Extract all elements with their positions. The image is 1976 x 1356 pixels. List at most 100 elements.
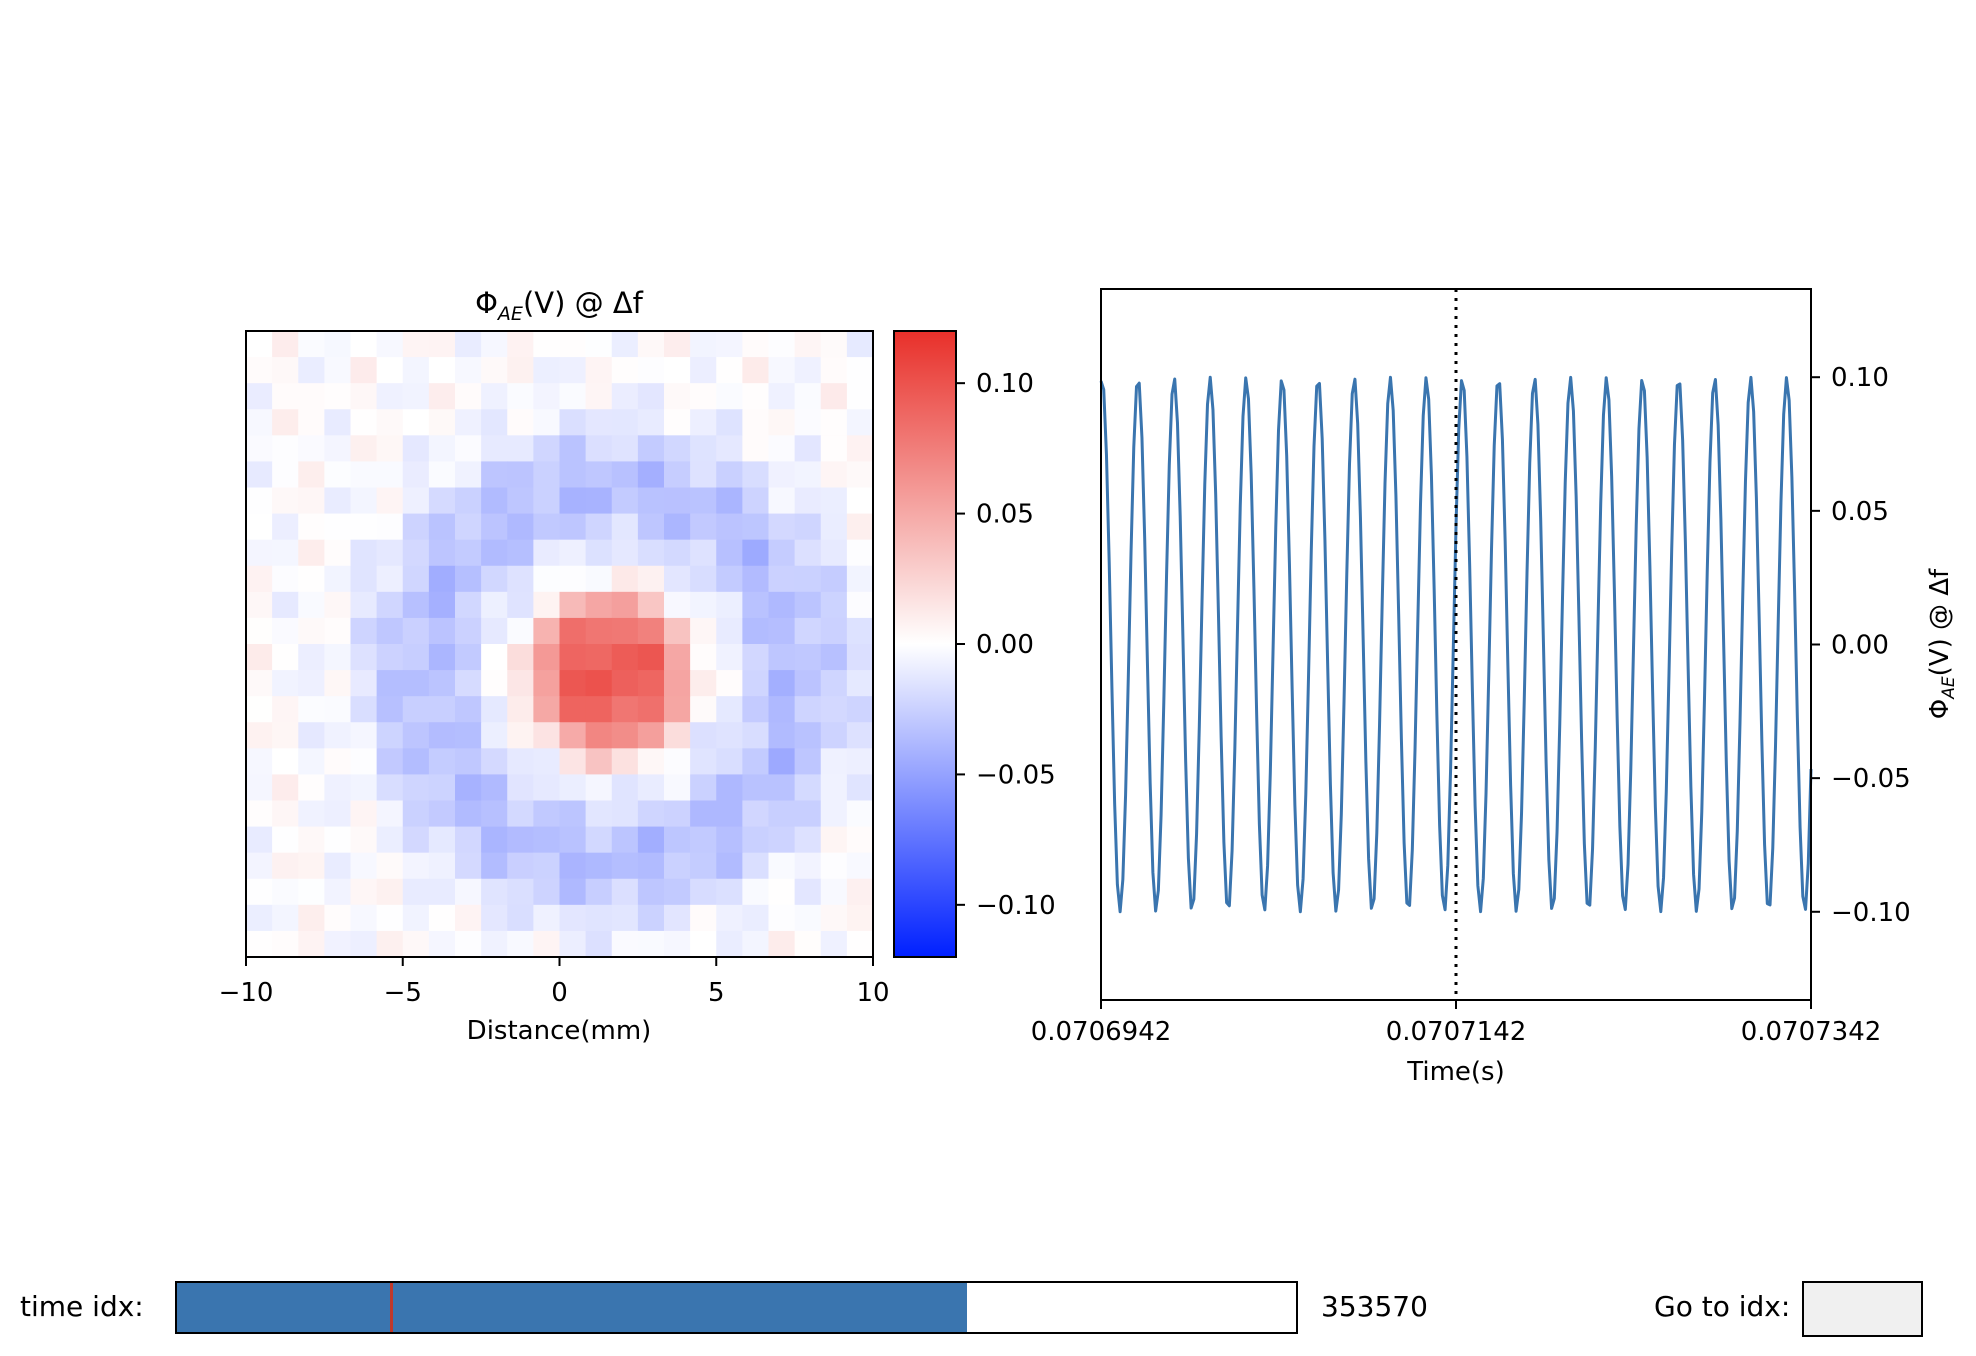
heatmap-cell [768,904,796,932]
heatmap-cell [402,878,430,906]
heatmap-cell [559,748,587,776]
heatmap-cell [324,617,352,645]
heatmap-cell [428,383,456,410]
heatmap-cell [637,435,665,463]
heatmap-cell [402,565,430,593]
heatmap-cell [507,644,534,671]
heatmap-cell [690,904,717,932]
heatmap-cell [376,617,404,645]
heatmap-cell [716,383,743,410]
heatmap-cell [455,357,482,384]
heatmap-cell [324,409,352,436]
heatmap-cell [742,904,770,932]
heatmap-cell [690,696,717,723]
heatmap-cell [742,852,770,880]
heatmap-x-tick-label: 10 [856,978,889,1008]
heatmap-cell [455,409,482,436]
heatmap-x-axis: −10 −5 0 5 10 [219,957,890,1008]
heatmap-cell [455,670,482,697]
heatmap-cell [690,800,717,828]
heatmap-cell [455,435,482,463]
heatmap-cell [664,722,691,749]
heatmap-cell [428,904,456,932]
heatmap-cell [350,826,378,854]
heatmap-cell [559,644,587,671]
series-line [1099,375,1813,914]
heatmap-cell [690,513,717,541]
heatmap-cell [794,696,822,723]
heatmap-cell [611,748,639,776]
heatmap-cell [324,591,352,619]
heatmap-cell [533,409,561,436]
heatmap-cell [298,487,325,515]
heatmap-cell [324,539,352,567]
heatmap-cell [428,461,456,489]
heatmap-cell [272,539,299,567]
heatmap-cell [246,357,273,384]
heatmap-cell [664,852,691,880]
heatmap-cell [559,670,587,697]
heatmap-cell [716,409,743,436]
heatmap-cell [637,331,665,358]
heatmap-cell [272,409,299,436]
heatmap-cell [533,696,561,723]
heatmap-cell [481,539,508,567]
heatmap-x-label: Distance(mm) [467,1016,652,1046]
line-y-tick-label: 0.05 [1831,497,1889,527]
heatmap-cell [455,774,482,802]
heatmap-cell [846,591,874,619]
heatmap-cell [794,357,822,384]
heatmap-cell [690,748,717,776]
heatmap-cell [455,904,482,932]
heatmap-cell [846,565,874,593]
heatmap-cell [481,670,508,697]
heatmap-cell [637,904,665,932]
heatmap-cell [481,409,508,436]
heatmap-cell [298,513,325,541]
heatmap-cell [637,461,665,489]
heatmap-cell [637,539,665,567]
time-idx-slider[interactable] [175,1281,1298,1334]
heatmap-cell [794,930,822,958]
goto-idx-label: Go to idx: [1654,1290,1791,1323]
heatmap-cell [742,331,770,358]
heatmap-cell [585,539,613,567]
heatmap-cell [455,487,482,515]
heatmap-cell [742,800,770,828]
heatmap-cell [324,487,352,515]
heatmap-cell [664,696,691,723]
heatmap-cell [272,904,299,932]
heatmap-cell [246,748,273,776]
heatmap-cell [690,357,717,384]
heatmap-cell [690,539,717,567]
heatmap-cell [350,617,378,645]
heatmap-cell [324,670,352,697]
heatmap-cell [820,331,848,358]
heatmap-cell [664,826,691,854]
heatmap-cell [768,383,796,410]
goto-idx-input[interactable] [1802,1281,1923,1337]
heatmap-cell [481,852,508,880]
colorbar: 0.10 0.05 0.00 −0.05 −0.10 [893,330,1056,958]
heatmap-cell [481,930,508,958]
heatmap-cell [716,539,743,567]
heatmap-cell [585,565,613,593]
heatmap-cell [272,591,299,619]
heatmap-cell [559,357,587,384]
heatmap-cell [507,826,534,854]
heatmap-cell [428,565,456,593]
heatmap-cell [611,930,639,958]
heatmap-cell [690,826,717,854]
heatmap-cell [611,357,639,384]
heatmap-cell [272,774,299,802]
heatmap-cell [507,409,534,436]
heatmap-cell [507,930,534,958]
heatmap-cell [611,565,639,593]
heatmap-cell [794,644,822,671]
heatmap-cell [324,331,352,358]
heatmap-cell [664,800,691,828]
colorbar-gradient [893,330,957,958]
heatmap-cell [507,904,534,932]
colorbar-tick-label: −0.10 [976,891,1056,921]
heatmap-cell [324,852,352,880]
